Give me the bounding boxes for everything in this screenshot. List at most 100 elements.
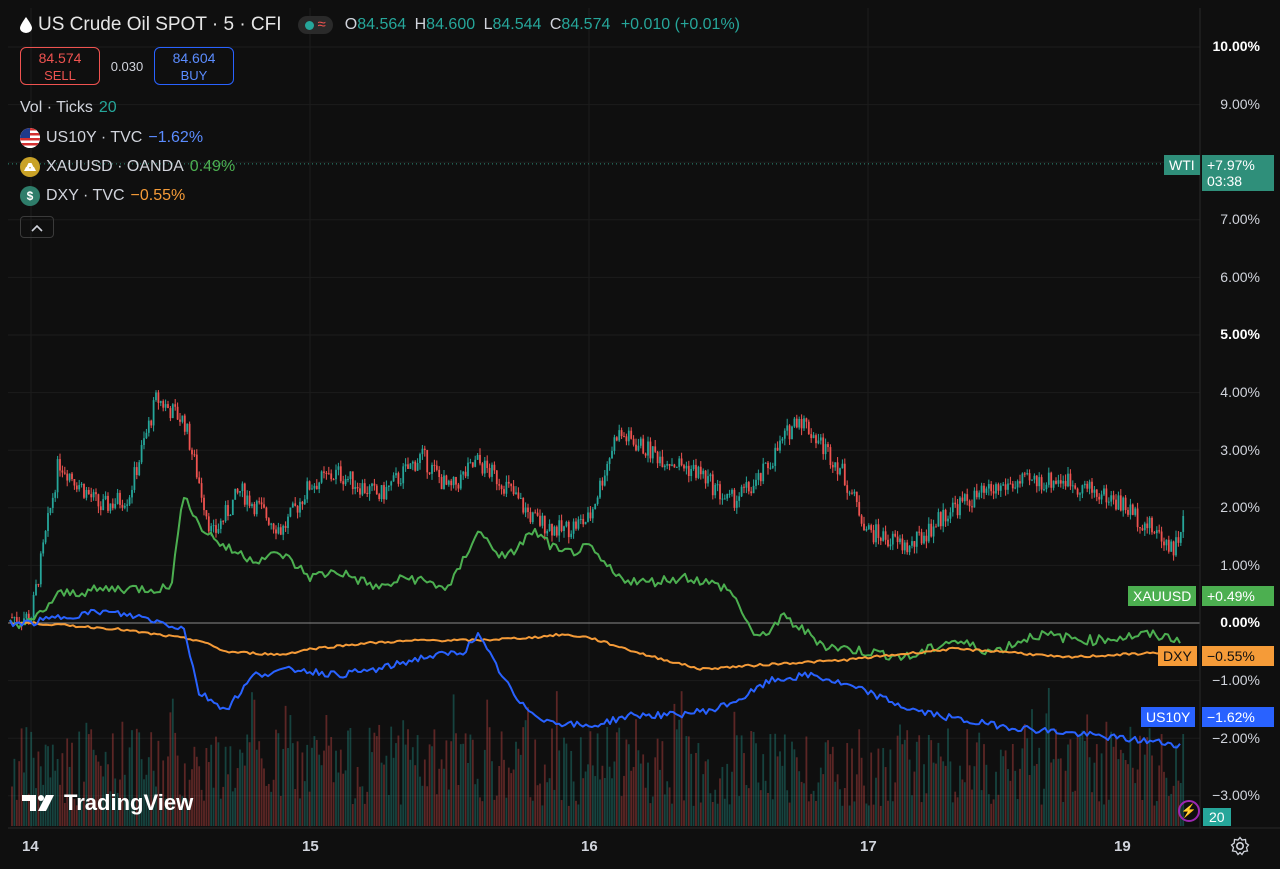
collapse-legend-button[interactable] bbox=[20, 216, 54, 238]
volume-bar bbox=[776, 756, 779, 826]
wti-name-tag: WTI bbox=[1164, 155, 1200, 175]
gold-bars-icon bbox=[20, 157, 40, 177]
wti-candle-body bbox=[438, 469, 441, 478]
wti-candle-body bbox=[798, 419, 801, 428]
legend-us10y[interactable]: US10Y · TVC −1.62% bbox=[20, 128, 203, 148]
wti-candle-body bbox=[210, 526, 213, 532]
wti-candle-body bbox=[421, 448, 424, 455]
volume-bar bbox=[743, 753, 745, 826]
lightning-icon[interactable]: ⚡ bbox=[1178, 800, 1200, 822]
wti-candle-body bbox=[791, 426, 793, 440]
volume-bar bbox=[1009, 780, 1012, 826]
volume-bar bbox=[121, 721, 124, 826]
wti-candle-body bbox=[565, 521, 568, 527]
volume-bar bbox=[579, 737, 582, 826]
volume-bar bbox=[260, 758, 263, 826]
volume-bar bbox=[834, 781, 837, 826]
market-status-pill[interactable]: ≈ bbox=[297, 16, 333, 34]
gear-icon[interactable] bbox=[1230, 836, 1250, 856]
legend-xauusd[interactable]: XAUUSD · OANDA 0.49% bbox=[20, 157, 235, 177]
wti-candle-body bbox=[788, 425, 791, 440]
volume-bar bbox=[402, 720, 405, 826]
wti-candle-body bbox=[1146, 523, 1149, 529]
volume-bar bbox=[1088, 757, 1091, 826]
wti-candle-body bbox=[426, 450, 429, 473]
wti-candle-body bbox=[291, 503, 294, 508]
wti-candle-body bbox=[635, 444, 637, 451]
wti-candle-body bbox=[1124, 497, 1127, 511]
volume-bar bbox=[212, 787, 215, 826]
volume-bar bbox=[445, 740, 448, 826]
volume-bar bbox=[63, 803, 66, 826]
wti-candle-body bbox=[572, 521, 575, 534]
wti-candle-body bbox=[73, 479, 76, 486]
volume-bar bbox=[558, 750, 561, 826]
wti-candle-body bbox=[330, 473, 333, 480]
volume-bar bbox=[848, 805, 851, 826]
wti-candle-body bbox=[1081, 485, 1084, 494]
volume-bar bbox=[805, 736, 808, 826]
wti-candle-body bbox=[155, 392, 157, 401]
volume-bar bbox=[275, 729, 277, 826]
volume-bar bbox=[282, 748, 285, 826]
wti-candle-body bbox=[611, 450, 613, 459]
wti-candle-body bbox=[647, 441, 649, 456]
volume-bar bbox=[968, 765, 971, 826]
volume-bar bbox=[865, 803, 868, 826]
volume-bar bbox=[44, 744, 47, 826]
volume-bar bbox=[503, 759, 505, 826]
wti-candle-body bbox=[985, 488, 988, 493]
volume-bar bbox=[27, 793, 30, 826]
wti-candle-body bbox=[368, 486, 371, 494]
sell-button[interactable]: 84.574 SELL bbox=[20, 47, 100, 85]
volume-bar bbox=[541, 805, 544, 826]
high-label: H bbox=[414, 16, 427, 33]
wti-candle-body bbox=[327, 473, 330, 475]
wti-candle-body bbox=[450, 480, 453, 486]
wti-candle-body bbox=[167, 404, 169, 409]
volume-bar bbox=[217, 742, 220, 826]
wti-candle-body bbox=[121, 504, 124, 508]
volume-bar bbox=[150, 732, 153, 826]
volume-bar bbox=[882, 747, 885, 826]
volume-bar bbox=[1172, 785, 1175, 826]
wti-candle-body bbox=[1112, 495, 1115, 500]
wti-candle-body bbox=[1155, 530, 1158, 534]
volume-bar bbox=[831, 746, 834, 826]
volume-bar bbox=[493, 799, 496, 826]
wti-candle-body bbox=[872, 530, 875, 543]
wti-candle-body bbox=[222, 520, 225, 522]
volume-bar bbox=[176, 755, 179, 826]
wti-candle-body bbox=[1175, 537, 1177, 556]
wti-candle-body bbox=[109, 503, 112, 511]
volume-bar bbox=[205, 748, 208, 826]
wti-candle-body bbox=[627, 430, 630, 442]
volume-bar bbox=[75, 805, 78, 826]
volume-bar bbox=[435, 794, 438, 826]
volume-bar bbox=[1019, 768, 1021, 826]
wti-candle-body bbox=[397, 473, 400, 484]
volume-bar bbox=[889, 749, 892, 826]
volume-bar bbox=[15, 799, 18, 826]
tradingview-logo[interactable]: TradingView bbox=[22, 790, 193, 816]
volume-bar bbox=[551, 728, 553, 826]
wti-candle-body bbox=[294, 503, 297, 506]
wti-candle-body bbox=[661, 456, 664, 468]
wti-candle-body bbox=[752, 485, 755, 494]
legend-dxy[interactable]: $ DXY · TVC −0.55% bbox=[20, 186, 185, 206]
wti-candle-body bbox=[135, 467, 138, 476]
volume-bar bbox=[728, 804, 731, 826]
wti-candle-body bbox=[1100, 494, 1103, 500]
symbol-title[interactable]: US Crude Oil SPOT · 5 · CFI bbox=[38, 14, 282, 35]
volume-bar bbox=[464, 733, 467, 826]
buy-button[interactable]: 84.604 BUY bbox=[154, 47, 234, 85]
wti-candle-body bbox=[493, 464, 496, 471]
wti-candle-body bbox=[1110, 495, 1113, 502]
wti-candle-body bbox=[414, 461, 417, 471]
wti-candle-body bbox=[255, 501, 258, 515]
volume-bar bbox=[198, 766, 201, 826]
volume-bar bbox=[373, 732, 376, 826]
volume-legend[interactable]: Vol · Ticks 20 bbox=[20, 99, 117, 117]
volume-bar bbox=[195, 756, 198, 826]
wti-candle-body bbox=[347, 479, 349, 481]
